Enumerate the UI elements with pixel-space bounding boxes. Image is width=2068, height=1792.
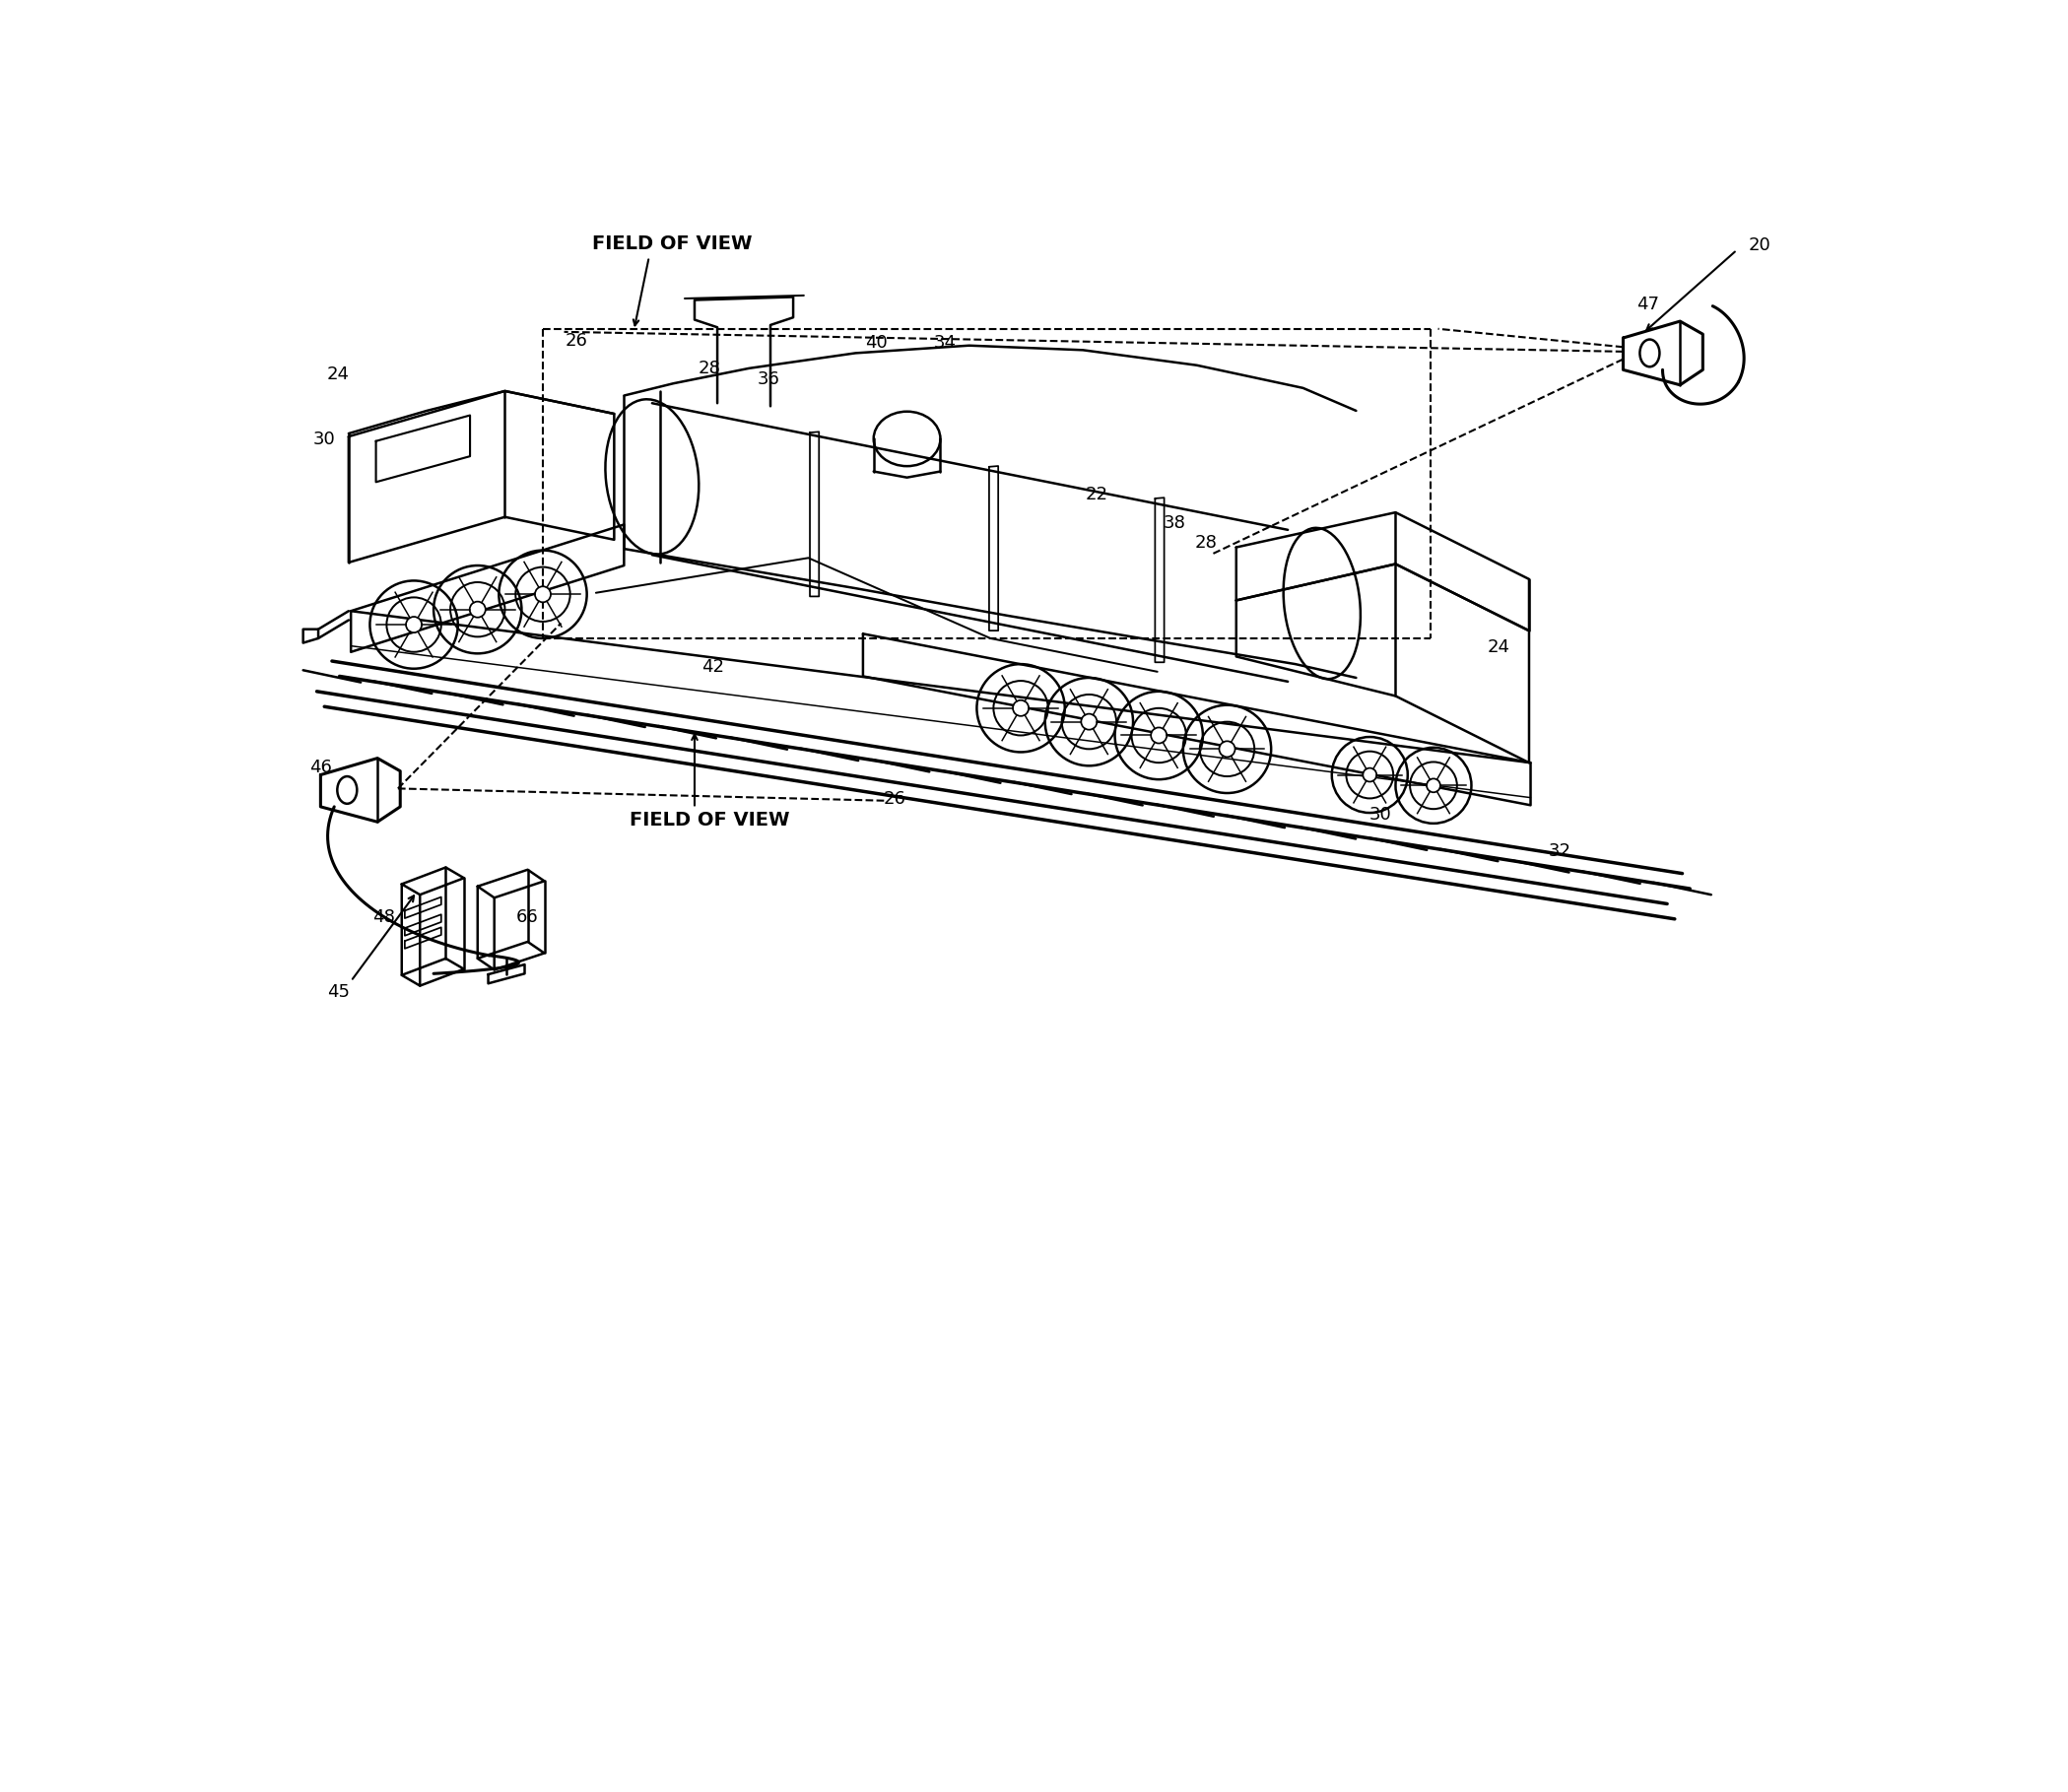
Text: 45: 45 (327, 984, 349, 1000)
Text: FIELD OF VIEW: FIELD OF VIEW (629, 812, 790, 830)
Text: 30: 30 (1369, 805, 1392, 823)
Circle shape (469, 602, 486, 618)
Circle shape (536, 586, 550, 602)
Text: 24: 24 (1487, 638, 1510, 656)
Circle shape (405, 616, 422, 633)
Text: 66: 66 (517, 909, 540, 926)
Text: 24: 24 (327, 366, 349, 383)
Text: 26: 26 (883, 790, 906, 808)
Text: 32: 32 (1549, 842, 1572, 860)
Text: 28: 28 (699, 360, 722, 376)
Text: 46: 46 (310, 758, 331, 776)
Text: 38: 38 (1162, 514, 1185, 532)
Circle shape (1082, 713, 1096, 729)
Text: 36: 36 (757, 369, 780, 387)
Text: 28: 28 (1195, 534, 1218, 552)
Text: 48: 48 (372, 909, 395, 926)
Circle shape (1013, 701, 1028, 717)
Text: 30: 30 (312, 430, 335, 448)
Text: 47: 47 (1638, 296, 1659, 314)
Text: 26: 26 (565, 332, 587, 349)
Text: 22: 22 (1086, 486, 1108, 504)
Circle shape (1220, 742, 1235, 756)
Circle shape (1152, 728, 1166, 744)
Text: 20: 20 (1747, 237, 1770, 254)
Text: 40: 40 (864, 333, 887, 351)
Circle shape (1427, 780, 1439, 792)
Text: FIELD OF VIEW: FIELD OF VIEW (591, 235, 753, 253)
Text: 34: 34 (933, 333, 955, 351)
Text: 42: 42 (701, 658, 724, 676)
Circle shape (1363, 769, 1377, 781)
